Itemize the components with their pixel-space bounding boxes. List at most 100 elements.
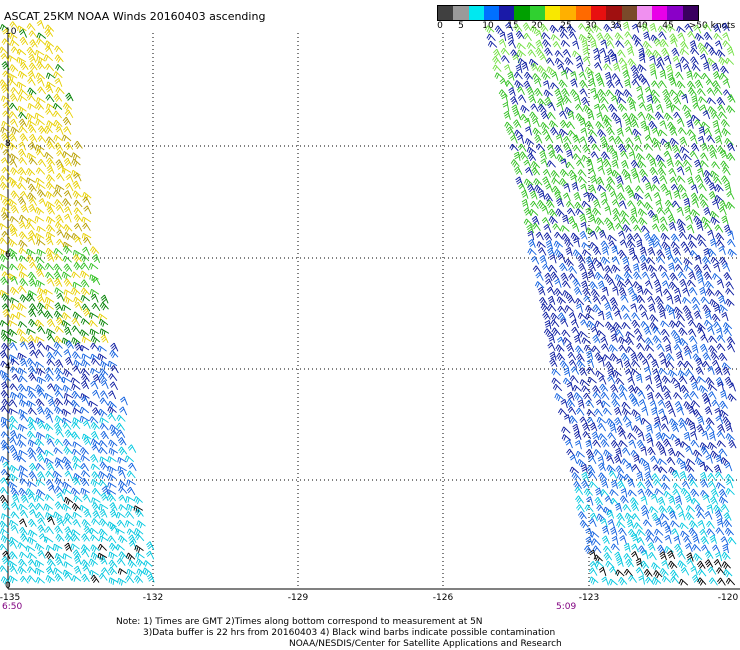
wind-barb bbox=[63, 126, 72, 135]
wind-barb bbox=[659, 175, 668, 184]
wind-barb bbox=[26, 93, 36, 102]
wind-barb bbox=[658, 446, 667, 456]
wind-barb bbox=[25, 167, 36, 177]
wind-barb bbox=[514, 166, 523, 175]
wind-barb bbox=[56, 150, 65, 159]
colorbar-label: 20 bbox=[531, 21, 543, 31]
wind-barb bbox=[0, 320, 10, 327]
wind-barb bbox=[620, 150, 629, 160]
wind-barb bbox=[647, 295, 656, 305]
wind-barb bbox=[646, 94, 654, 104]
wind-barb bbox=[71, 287, 81, 296]
colorbar-label: 0 bbox=[437, 21, 443, 31]
wind-barb bbox=[699, 461, 706, 471]
wind-barb bbox=[591, 431, 600, 441]
wind-barb bbox=[7, 248, 18, 257]
wind-barb bbox=[71, 158, 81, 167]
wind-barb bbox=[703, 169, 713, 179]
wind-barb bbox=[17, 423, 28, 432]
wind-barb bbox=[54, 477, 64, 486]
wind-barb bbox=[17, 25, 27, 33]
wind-barb bbox=[660, 423, 670, 432]
wind-barb bbox=[510, 49, 520, 58]
wind-barb bbox=[579, 213, 587, 223]
wind-barb bbox=[544, 272, 553, 282]
wind-barb bbox=[89, 274, 99, 282]
wind-barb bbox=[585, 255, 594, 265]
wind-barb bbox=[722, 167, 731, 176]
wind-barb bbox=[539, 255, 548, 265]
wind-barb bbox=[625, 143, 634, 152]
wind-barb bbox=[535, 47, 545, 56]
wind-barb bbox=[708, 391, 717, 400]
wind-barb bbox=[535, 231, 544, 241]
wind-barb bbox=[624, 78, 631, 89]
wind-barb bbox=[594, 271, 604, 281]
wind-barb bbox=[672, 144, 681, 154]
wind-barb bbox=[107, 360, 118, 368]
wind-barb bbox=[722, 416, 732, 425]
wind-barb bbox=[623, 553, 633, 562]
wind-barb bbox=[81, 559, 91, 568]
wind-barb bbox=[659, 120, 667, 130]
wind-barb bbox=[718, 245, 726, 256]
wind-barb bbox=[55, 317, 65, 326]
wind-barb bbox=[585, 305, 595, 314]
wind-barb bbox=[611, 535, 619, 546]
wind-barb bbox=[90, 353, 100, 361]
wind-barb bbox=[608, 470, 617, 479]
wind-barb bbox=[626, 200, 636, 209]
wind-barb bbox=[685, 505, 696, 513]
wind-barb bbox=[99, 461, 109, 470]
wind-barb bbox=[651, 80, 660, 89]
wind-barb bbox=[55, 173, 65, 182]
wind-barb bbox=[55, 429, 64, 438]
wind-barb bbox=[657, 458, 667, 465]
wind-barb bbox=[61, 376, 72, 384]
wind-barb bbox=[704, 310, 712, 320]
wind-barb bbox=[81, 303, 91, 312]
wind-barb bbox=[665, 344, 672, 354]
wind-barb bbox=[655, 154, 665, 163]
wind-barb bbox=[54, 335, 64, 345]
wind-barb bbox=[17, 182, 27, 191]
wind-barb bbox=[89, 527, 99, 535]
wind-barb bbox=[116, 519, 126, 528]
wind-barb bbox=[603, 449, 613, 458]
wind-barb bbox=[37, 517, 46, 527]
wind-barb bbox=[36, 239, 46, 246]
wind-barb bbox=[34, 542, 45, 551]
wind-barb bbox=[684, 23, 693, 32]
wind-barb bbox=[71, 232, 81, 240]
wind-barb bbox=[36, 376, 47, 385]
colorbar-swatch bbox=[499, 6, 515, 20]
wind-barb bbox=[626, 233, 636, 242]
wind-barb bbox=[648, 238, 655, 248]
wind-barb bbox=[136, 568, 146, 577]
wind-barb bbox=[37, 135, 47, 143]
wind-barb bbox=[508, 87, 516, 97]
wind-barb bbox=[540, 303, 550, 312]
wind-barb bbox=[576, 504, 585, 513]
wind-barb bbox=[101, 485, 110, 495]
wind-barb bbox=[36, 37, 46, 45]
wind-barb bbox=[73, 565, 82, 575]
wind-barb bbox=[611, 256, 620, 265]
wind-barb bbox=[697, 277, 705, 287]
wind-barb bbox=[61, 167, 72, 175]
wind-barb bbox=[0, 477, 9, 486]
wind-barb bbox=[644, 280, 653, 289]
wind-barb bbox=[633, 328, 643, 337]
wind-barb bbox=[636, 285, 644, 295]
wind-barb bbox=[727, 248, 737, 257]
wind-barb bbox=[600, 439, 610, 448]
wind-barb bbox=[637, 352, 646, 361]
wind-barb bbox=[573, 191, 582, 201]
wind-barb bbox=[18, 247, 28, 255]
wind-barb bbox=[52, 470, 62, 479]
wind-barb bbox=[688, 335, 698, 345]
wind-barb bbox=[636, 335, 646, 343]
wind-barb bbox=[614, 417, 623, 426]
wind-barb bbox=[540, 110, 550, 120]
lon-label-123w: -123 bbox=[578, 593, 600, 603]
